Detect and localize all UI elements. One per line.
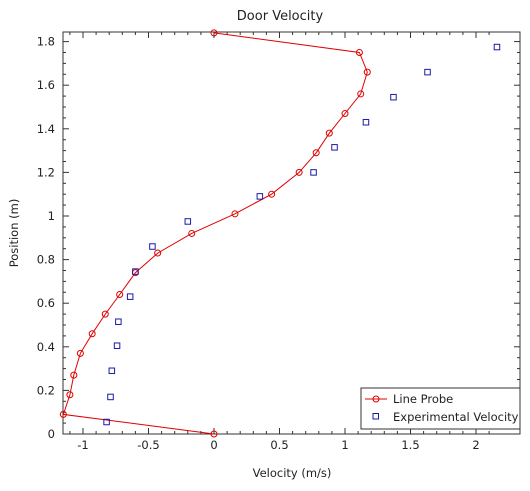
experimental-velocity-point — [310, 169, 317, 176]
experimental-velocity-point — [115, 318, 122, 325]
y-tick-label: 0.8 — [37, 253, 55, 267]
line-probe-point — [70, 371, 78, 379]
experimental-velocity-point — [126, 293, 134, 300]
legend: Line Probe Experimental Velocity — [360, 387, 521, 430]
experimental-velocity-point — [103, 418, 110, 426]
line-probe-point — [154, 249, 162, 257]
y-tick-label: 0.2 — [37, 383, 55, 397]
y-tick-label: 0.4 — [37, 340, 55, 354]
plot-frame — [62, 31, 521, 435]
x-tick-label: 2 — [472, 438, 479, 452]
line-probe-line — [62, 32, 368, 435]
experimental-velocity-point — [362, 119, 370, 126]
line-probe-point — [188, 229, 196, 237]
legend-line-probe-swatch-marker — [372, 395, 380, 403]
line-probe-point — [357, 90, 365, 98]
y-tick-label: 1.2 — [37, 165, 55, 179]
y-axis-label: Position (m) — [7, 199, 21, 268]
line-probe-point — [59, 410, 67, 418]
line-probe-point — [268, 190, 276, 198]
legend-line-probe-label: Line Probe — [393, 392, 453, 406]
y-tick-label: 0 — [48, 427, 55, 441]
y-ticks: 0 0.2 0.4 0.6 0.8 1 1.2 1.4 1.6 1.8 — [37, 35, 520, 441]
line-probe-point — [210, 29, 218, 37]
line-probe-point — [312, 149, 320, 157]
minor-ticks — [63, 32, 520, 434]
x-tick-label: -1 — [77, 438, 88, 452]
experimental-velocity-point — [107, 393, 114, 401]
y-tick-label: 0.6 — [37, 296, 55, 310]
x-tick-label: 1.5 — [401, 438, 419, 452]
x-tick-label: -0.5 — [137, 438, 159, 452]
line-probe-point — [325, 129, 333, 137]
line-probe-point — [101, 310, 109, 318]
x-tick-label: 0.5 — [270, 438, 288, 452]
line-probe-point — [295, 168, 303, 176]
experimental-velocity-point — [113, 342, 121, 349]
experimental-velocity-point — [149, 243, 156, 250]
x-tick-label: 1 — [341, 438, 348, 452]
line-probe-point — [355, 49, 363, 56]
y-tick-label: 1.8 — [37, 35, 55, 49]
legend-box — [360, 387, 521, 430]
legend-experimental-swatch-marker — [372, 413, 379, 420]
x-ticks: -1 -0.5 0 0.5 1 1.5 2 — [77, 32, 480, 452]
experimental-velocity-point — [184, 218, 192, 225]
y-tick-label: 1 — [48, 209, 55, 223]
y-tick-label: 1.4 — [37, 122, 55, 136]
experimental-velocity-point — [493, 43, 501, 51]
line-probe-point — [76, 349, 84, 357]
experimental-velocity-point — [256, 193, 264, 200]
line-probe-point — [341, 110, 349, 118]
x-tick-label: 0 — [210, 438, 217, 452]
line-probe-point — [88, 330, 96, 338]
line-probe-point — [231, 210, 239, 218]
line-probe-point — [116, 290, 124, 298]
legend-experimental-label: Experimental Velocity — [393, 410, 519, 424]
chart-title: Door Velocity — [237, 9, 324, 24]
y-tick-label: 1.6 — [37, 78, 55, 92]
experimental-velocity-point — [132, 268, 139, 275]
experimental-velocity-point — [424, 68, 431, 76]
line-probe-point — [363, 68, 371, 76]
series — [59, 29, 501, 438]
experimental-velocity-point — [390, 93, 397, 101]
x-axis-label: Velocity (m/s) — [253, 466, 332, 480]
line-probe-point — [210, 430, 218, 438]
line-probe-point — [66, 391, 74, 399]
experimental-velocity-point — [108, 367, 116, 375]
experimental-velocity-point — [331, 144, 338, 151]
